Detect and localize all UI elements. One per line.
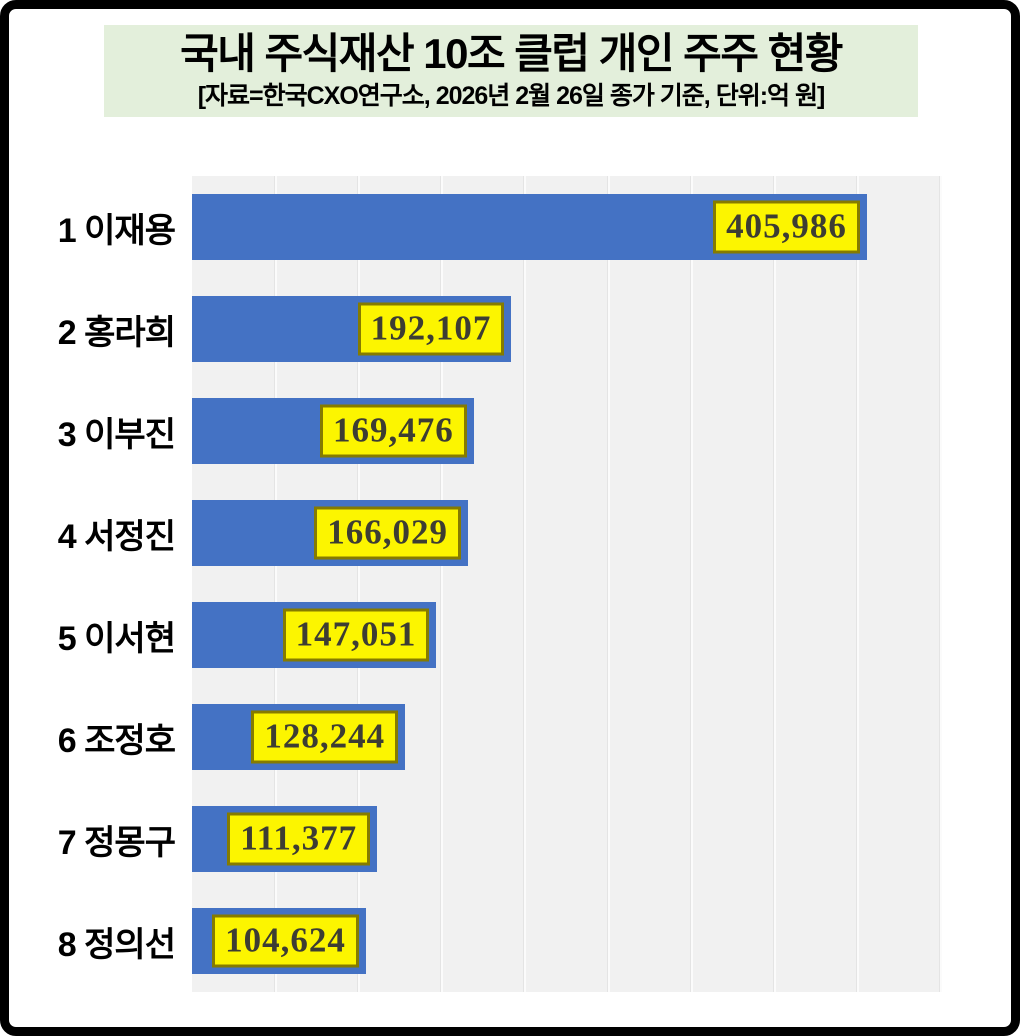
bar-row: 4 서정진 166,029 [30,482,940,584]
category-label: 3 이부진 [57,415,176,454]
bar-track: 147,051 [192,584,940,686]
bar-row: 3 이부진 169,476 [30,380,940,482]
chart-title: 국내 주식재산 10조 클럽 개인 주주 현황 [180,30,843,77]
value-label: 111,377 [227,812,371,866]
bar: 166,029 [192,500,468,566]
bar-row: 7 정몽구 111,377 [30,788,940,890]
gridline [939,176,942,992]
bar-row: 6 조정호 128,244 [30,686,940,788]
gridline [274,176,278,992]
category-label: 8 정의선 [57,925,176,964]
category-label: 1 이재용 [57,211,176,250]
value-label: 166,029 [314,506,461,560]
bar-track: 169,476 [192,380,940,482]
bar-track: 104,624 [192,890,940,992]
gridline [855,176,859,992]
bar: 104,624 [192,908,366,974]
bar-row: 2 홍라희 192,107 [30,278,940,380]
bar-track: 111,377 [192,788,940,890]
category-label: 7 정몽구 [57,823,176,862]
bar-row: 8 정의선 104,624 [30,890,940,992]
gridline [440,176,444,992]
value-label: 192,107 [357,302,505,356]
bar: 169,476 [192,398,474,464]
gridline [606,176,610,992]
category-label: 5 이서현 [57,619,176,658]
gridline [689,176,693,992]
bar: 111,377 [192,806,378,872]
bar-row: 1 이재용 405,986 [30,176,940,278]
bar: 192,107 [192,296,512,362]
value-label: 147,051 [282,608,430,662]
bar-rows: 1 이재용 405,986 2 홍라희 192,107 3 이부진 169,476 4 서정… [30,176,940,992]
bar-track: 166,029 [192,482,940,584]
bar-track: 128,244 [192,686,940,788]
gridline [523,176,527,992]
bar: 147,051 [192,602,437,668]
bar-row: 5 이서현 147,051 [30,584,940,686]
bar: 405,986 [192,194,867,260]
bar-track: 405,986 [192,176,940,278]
bar-track: 192,107 [192,278,940,380]
value-label: 128,244 [251,710,399,764]
value-label: 405,986 [713,200,860,254]
category-label: 2 홍라희 [57,313,176,352]
bar: 128,244 [192,704,406,770]
gridline [357,176,361,992]
category-label: 4 서정진 [57,517,176,556]
value-label: 104,624 [212,914,359,968]
chart-header: 국내 주식재산 10조 클럽 개인 주주 현황 [자료=한국CXO연구소, 20… [104,25,918,117]
chart-subtitle: [자료=한국CXO연구소, 2026년 2월 26일 종가 기준, 단위:억 원… [197,82,826,110]
value-label: 169,476 [319,404,467,458]
category-label: 6 조정호 [57,721,176,760]
gridline [772,176,776,992]
